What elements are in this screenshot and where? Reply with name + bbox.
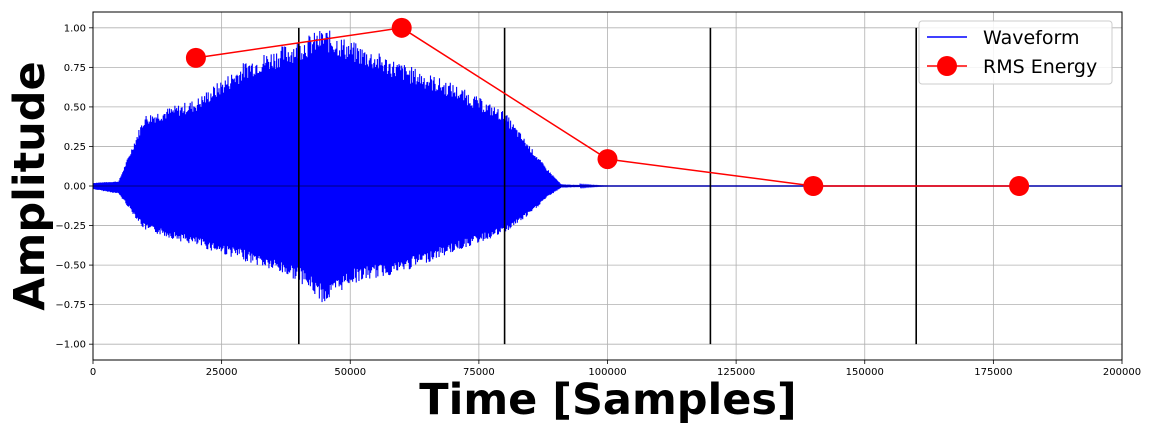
x-axis-label: Time [Samples] xyxy=(419,375,796,425)
y-tick-label: −1.00 xyxy=(55,340,86,351)
x-tick-label: 175000 xyxy=(974,367,1012,378)
legend-box xyxy=(918,20,1113,85)
y-tick-label: 0.50 xyxy=(64,102,86,113)
x-tick-label: 25000 xyxy=(206,367,238,378)
rms-energy-point xyxy=(185,47,206,68)
x-tick-label: 100000 xyxy=(588,367,626,378)
x-tick-label: 50000 xyxy=(334,367,366,378)
y-axis-label: Amplitude xyxy=(5,61,55,310)
x-tick-label: 200000 xyxy=(1103,367,1141,378)
x-tick-label: 125000 xyxy=(717,367,755,378)
y-tick-label: −0.50 xyxy=(55,261,86,272)
y-tick-label: −0.75 xyxy=(55,300,86,311)
y-tick-label: −0.25 xyxy=(55,221,86,232)
rms-energy-point xyxy=(1009,176,1030,196)
rms-energy-point xyxy=(597,149,618,170)
x-tick-label: 75000 xyxy=(463,367,495,378)
y-tick-label: 0.00 xyxy=(64,182,86,193)
y-axis-ticks: 1.00 0.75 0.50 0.25 0.00 −0.25 −0.50 −0.75 −1.00 xyxy=(55,23,93,351)
y-tick-label: 1.00 xyxy=(64,23,86,34)
y-tick-label: 0.75 xyxy=(64,63,86,74)
rms-energy-point xyxy=(391,17,412,38)
legend-rms-swatch-marker xyxy=(937,56,957,76)
rms-energy-point xyxy=(803,176,824,196)
x-tick-label: 150000 xyxy=(846,367,884,378)
legend-rms-label: RMS Energy xyxy=(983,56,1097,78)
x-tick-label: 0 xyxy=(90,367,96,378)
x-axis-ticks: 0 25000 50000 75000 100000 125000 150000 175000… xyxy=(90,360,1141,378)
y-tick-label: 0.25 xyxy=(64,142,86,153)
legend-waveform-label: Waveform xyxy=(983,27,1079,49)
rms-energy-series xyxy=(185,17,1030,196)
legend: Waveform RMS Energy xyxy=(918,20,1113,85)
